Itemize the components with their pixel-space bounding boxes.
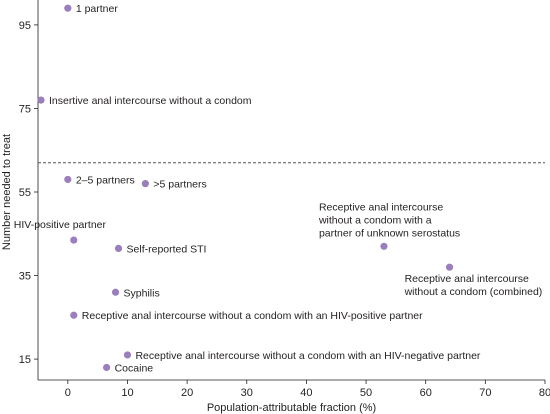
point-label: 1 partner: [76, 3, 119, 15]
data-point: [70, 236, 78, 244]
y-tick-label: 15: [19, 354, 31, 366]
data-point: [445, 263, 454, 271]
point-label: HIV-positive partner: [14, 219, 107, 231]
data-point: [64, 4, 72, 12]
x-tick-label: 60: [420, 387, 432, 399]
point-label: Insertive anal intercourse without a con…: [49, 95, 252, 107]
x-tick-label: 10: [121, 387, 133, 399]
y-tick-label: 35: [19, 271, 31, 283]
data-point: [70, 311, 78, 319]
point-label: without a condom with a: [318, 214, 432, 226]
point-labels: 1 partner Insertive anal intercourse with…: [14, 3, 543, 374]
point-label: partner of unknown serostatus: [319, 227, 460, 239]
x-tick-label: 30: [241, 387, 253, 399]
data-point: [380, 242, 388, 250]
point-label: Cocaine: [115, 362, 154, 374]
data-point: [64, 175, 72, 184]
point-label: 2–5 partners: [76, 174, 135, 186]
point-label: Receptive anal intercourse: [319, 201, 443, 213]
point-label: Receptive anal intercourse without a con…: [135, 350, 480, 362]
point-label: Syphilis: [124, 287, 160, 299]
y-axis-title: Number needed to treat: [1, 134, 13, 250]
x-tick-label: 40: [300, 387, 312, 399]
x-tick-label: 20: [181, 387, 193, 399]
data-point: [114, 244, 123, 252]
y-tick-label: 55: [19, 187, 31, 199]
data-points: [37, 4, 454, 372]
point-label: Receptive anal intercourse: [405, 273, 529, 285]
axes: [37, 0, 545, 381]
point-label: >5 partners: [153, 179, 206, 191]
data-point: [111, 288, 120, 296]
x-tick-label: 80: [539, 387, 550, 399]
ticks: 0 10 20 30 40 50 60 70 80 15 35 55 75 95: [19, 20, 550, 399]
data-point: [123, 351, 132, 359]
point-label: without a condom (combined): [404, 286, 543, 298]
y-tick-label: 75: [19, 103, 31, 115]
point-label: Receptive anal intercourse without a con…: [82, 310, 423, 322]
x-tick-label: 70: [479, 387, 491, 399]
data-point: [37, 96, 45, 104]
x-tick-label: 0: [65, 387, 71, 399]
x-tick-label: 50: [360, 387, 372, 399]
data-point: [102, 363, 111, 372]
y-tick-label: 95: [19, 20, 31, 32]
point-label: Self-reported STI: [127, 243, 207, 255]
data-point: [141, 180, 149, 188]
x-axis-title: Population-attributable fraction (%): [207, 402, 376, 414]
